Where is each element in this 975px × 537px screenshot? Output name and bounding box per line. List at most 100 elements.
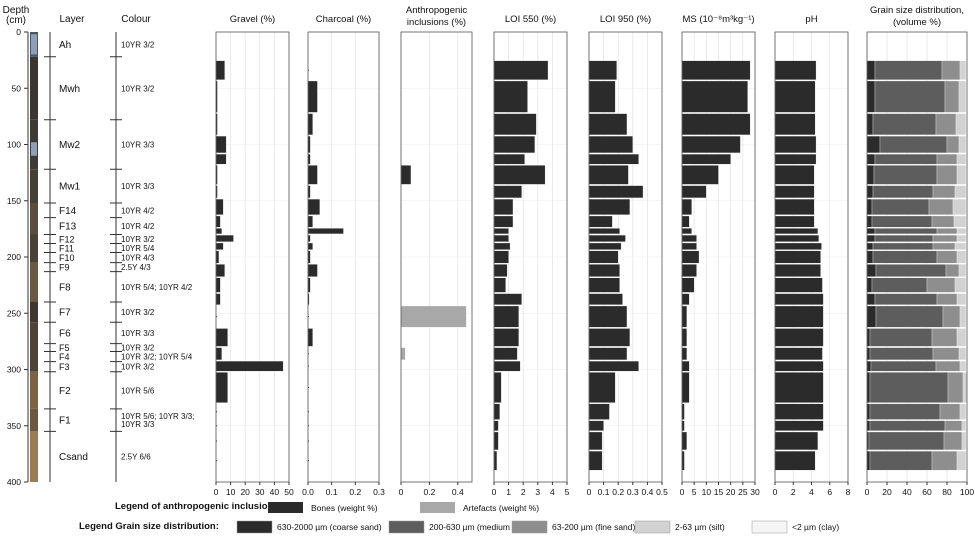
ph-bar	[774, 293, 824, 305]
grain-bar-segment	[874, 153, 938, 165]
loi950-bar	[588, 293, 623, 305]
grain-bar-segment	[954, 185, 967, 199]
charcoal-bar	[307, 264, 318, 277]
grain-bar-segment	[866, 153, 876, 165]
panel-frame	[588, 31, 663, 483]
depth-tick-label: 100	[7, 140, 21, 150]
x-tick-label: 0.5	[656, 487, 668, 497]
anthro-bar	[400, 305, 467, 328]
loi550-bar	[493, 198, 514, 215]
charcoal-bar	[307, 215, 313, 228]
x-tick-label: 2	[791, 487, 796, 497]
grain-bar-segment	[931, 215, 955, 228]
grain-bar-segment	[959, 403, 967, 420]
ms-bar	[681, 250, 700, 264]
layer-colour: 10YR 3/2	[121, 344, 155, 353]
layer-label-csand: Csand	[59, 452, 88, 463]
legend-artefacts-label: Artefacts (weight %)	[463, 503, 539, 513]
grain-bar-segment	[866, 360, 872, 372]
loi550-bar	[493, 135, 536, 154]
ph-bar	[774, 198, 815, 215]
layer-label-f11: F11	[59, 244, 74, 254]
ms-bar	[681, 234, 697, 242]
layer-colour: 10YR 3/3	[121, 420, 155, 429]
x-tick-label: 0.4	[452, 487, 464, 497]
ms-bar	[681, 215, 690, 228]
grain-bar-segment	[866, 305, 877, 328]
loi950-bar	[588, 420, 604, 431]
loi550-bar	[493, 113, 537, 136]
grain-bar-segment	[956, 328, 967, 347]
grain-bar-segment	[866, 185, 874, 199]
ms-bar	[681, 347, 688, 361]
layer-colour: 10YR 5/4	[121, 244, 155, 253]
grain-bar-segment	[935, 360, 961, 372]
grain-bar-segment	[936, 250, 958, 264]
panel-ms: MS (10⁻⁸m³kg⁻¹) 0 5 10 15 20 25 30	[680, 14, 760, 497]
x-tick-label: 0	[492, 487, 497, 497]
grain-bar-segment	[866, 165, 875, 185]
ph-bar	[774, 347, 823, 361]
grain-bar-segment	[936, 153, 958, 165]
loi550-bar	[493, 60, 549, 80]
grain-bar-segment	[956, 250, 967, 264]
grain-bar-segment	[942, 305, 961, 328]
grain-bar-segment	[866, 228, 876, 235]
x-tick-label: 0.3	[373, 487, 385, 497]
loi550-bar	[493, 185, 522, 199]
soil-photo-segment	[30, 371, 38, 409]
x-tick-label: 4	[550, 487, 555, 497]
grain-bar-segment	[945, 264, 960, 277]
gravel-bar	[215, 372, 228, 403]
depth-tick-label: 50	[12, 83, 22, 93]
ph-bar	[774, 264, 821, 277]
loi550-bar	[493, 153, 525, 165]
x-tick-label: 1	[506, 487, 511, 497]
grain-bar-segment	[874, 228, 938, 235]
soil-photo-segment	[30, 302, 38, 323]
loi950-bar	[588, 135, 633, 154]
ms-bar	[681, 135, 741, 154]
anthro-bar	[400, 347, 406, 361]
panel-title-ms: MS (10⁻⁸m³kg⁻¹)	[682, 14, 754, 25]
grain-bar-segment	[956, 228, 967, 235]
grain-bar-segment	[944, 80, 960, 113]
x-tick-label: 20	[726, 487, 736, 497]
grain-bar-segment	[872, 113, 937, 136]
depth-axis-title: Depth	[3, 5, 30, 16]
panel-frame	[307, 31, 380, 483]
depth-tick-label: 350	[7, 421, 21, 431]
ms-bar	[681, 372, 690, 403]
grain-bar-segment	[870, 360, 937, 372]
grain-bar-segment	[872, 242, 934, 250]
depth-tick-label: 150	[7, 196, 21, 206]
soil-photo-segment	[30, 262, 38, 302]
layer-header: Layer	[59, 14, 85, 25]
ph-bar	[774, 372, 824, 403]
layer-label-f2: F2	[59, 386, 71, 397]
gravel-bar	[215, 347, 222, 361]
gravel-bar	[215, 277, 221, 293]
grain-bar-segment	[869, 347, 934, 361]
depth-tick-label: 400	[7, 477, 21, 487]
grain-bar-segment	[869, 420, 946, 431]
layer-label-f1: F1	[59, 416, 71, 427]
ms-bar	[681, 80, 748, 113]
loi950-bar	[588, 198, 631, 215]
soil-photo-highlight	[31, 142, 37, 156]
ms-bar	[681, 228, 692, 235]
x-tick-label: 0	[773, 487, 778, 497]
grain-bar-segment	[866, 215, 873, 228]
grain-bar-segment	[952, 198, 967, 215]
legend-grain-swatch	[511, 520, 548, 534]
charcoal-bar	[307, 328, 313, 347]
loi550-bar	[493, 431, 499, 451]
layer-colour: 10YR 3/2	[121, 308, 155, 317]
ms-bar	[681, 153, 731, 165]
legend-grain-label: <2 µm (clay)	[792, 522, 839, 532]
loi550-bar	[493, 305, 519, 328]
panel-frame	[215, 31, 290, 483]
grain-bar-segment	[939, 403, 961, 420]
loi550-bar	[493, 80, 528, 113]
grain-bar-segment	[866, 250, 874, 264]
